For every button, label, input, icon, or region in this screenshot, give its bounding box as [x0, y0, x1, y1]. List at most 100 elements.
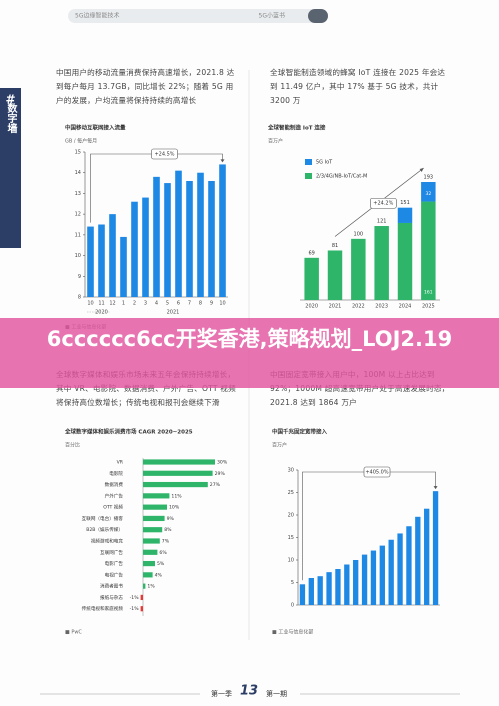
bar	[143, 459, 215, 465]
bar-segment	[327, 250, 343, 300]
x-tick-label: 6	[177, 301, 180, 307]
x-tick-label: 2021	[329, 304, 342, 310]
x-tick-label: 5	[166, 301, 169, 307]
bar	[140, 606, 143, 612]
bar-segment	[397, 207, 413, 223]
bar	[432, 491, 439, 605]
banner: 6cccccc6cc开奖香港,策略规划_LOJ2.19	[0, 318, 499, 388]
bar	[175, 170, 182, 297]
bar	[317, 576, 323, 605]
bar	[131, 201, 138, 297]
total-label: 100	[354, 231, 364, 237]
header-right: 5G小蓝书	[259, 12, 285, 20]
category-label: 户外广告	[105, 492, 124, 499]
value-label: 9%	[167, 516, 175, 522]
annotation-box	[363, 466, 391, 478]
chart-unit: 百分比	[65, 442, 80, 449]
bar	[344, 564, 350, 605]
bar	[197, 172, 204, 297]
bar-segment	[397, 222, 413, 300]
value-label: 27%	[210, 482, 221, 488]
bar	[353, 560, 359, 605]
x-tick-label: 3	[144, 301, 147, 307]
x-tick-label: 2	[133, 301, 136, 307]
bar	[143, 549, 158, 555]
total-label: 193	[424, 175, 434, 181]
category-label: 电影广告	[105, 560, 124, 567]
value-label: 10%	[169, 505, 180, 511]
legend-swatch	[305, 173, 312, 179]
bar	[186, 181, 193, 297]
legend-swatch	[305, 159, 312, 165]
chart-unit: 百万户	[272, 442, 287, 449]
bar	[299, 584, 306, 605]
category-label: 数据消费	[105, 481, 124, 488]
category-label: 视频游戏和电竞	[91, 538, 124, 545]
bar	[87, 226, 94, 297]
category-label: B2B（娱乐传媒）	[86, 526, 123, 533]
bar	[143, 493, 170, 499]
y-tick-label: 20	[288, 513, 294, 519]
chart-title: 全球智能制造 IoT 连接	[267, 124, 326, 132]
bar	[370, 550, 377, 605]
paragraph: 中国用户的移动流量消费保持高速增长，2021.8 达到每户每月 13.7GB，同…	[56, 68, 235, 105]
x-tick-label: 2023	[375, 304, 388, 310]
category-label: 电视广告	[105, 571, 124, 578]
bar	[143, 481, 208, 488]
chart-title: 中国千兆固定宽带接入	[272, 428, 328, 436]
value-label: 29%	[215, 471, 226, 477]
header-button	[308, 9, 328, 23]
bar	[120, 236, 127, 297]
bar	[379, 545, 385, 605]
page-number: 13	[240, 684, 258, 699]
total-label: 121	[377, 219, 387, 225]
legend-label: 5G IoT	[316, 160, 333, 166]
y-tick-label: 10	[75, 253, 81, 259]
bar	[143, 527, 163, 533]
y-tick-label: 10	[288, 558, 294, 564]
y-tick-label: 15	[288, 535, 294, 541]
annotation: +24.5%	[154, 152, 174, 158]
bar	[140, 594, 143, 601]
bar	[153, 176, 160, 297]
value-label: -1%	[130, 606, 140, 612]
year-label: 2021	[167, 310, 180, 316]
category-label: 互联网（电台）播客	[82, 515, 124, 522]
category-label: 报纸与杂志	[100, 594, 123, 601]
x-tick-label: 9	[210, 301, 213, 307]
bar	[164, 183, 171, 297]
x-tick-label: 11	[98, 301, 104, 307]
source: ■ PwC	[65, 630, 82, 636]
value-label: 6%	[159, 550, 167, 556]
y-tick-label: 15	[75, 150, 81, 156]
legend-label: 2/3/4G/NB-IoT/Cat-M	[316, 174, 367, 180]
bar	[219, 164, 226, 297]
category-label: 电影院	[109, 470, 123, 477]
bar	[208, 181, 215, 297]
bar	[406, 526, 412, 605]
x-tick-label: 8	[199, 301, 202, 307]
sidebar-label: 数字墙	[5, 102, 17, 134]
bar	[143, 470, 213, 476]
bar	[143, 504, 167, 510]
bar-segment	[374, 226, 389, 300]
bar	[415, 516, 421, 605]
total-label: 81	[332, 243, 338, 249]
chart-unit: 百万户	[268, 138, 283, 145]
y-tick-label: 5	[291, 580, 294, 586]
x-tick-label: 4	[155, 301, 158, 307]
value-label: 8%	[164, 527, 172, 533]
annotation: +24.2%	[373, 201, 393, 207]
bar	[335, 569, 341, 605]
bar	[424, 508, 430, 605]
chart-title: 全球数字媒体和娱乐消费市场 CAGR 2020~2025	[64, 428, 193, 436]
header-bar	[68, 9, 328, 23]
bar-segment	[351, 238, 366, 300]
source: ■ 工业与信息化部	[272, 629, 313, 636]
x-tick-label: 2020	[305, 304, 318, 310]
chart-unit: GB / 每户每月	[65, 138, 97, 145]
x-tick-label: 1	[122, 301, 125, 307]
category-label: 消费者图书	[100, 583, 123, 590]
